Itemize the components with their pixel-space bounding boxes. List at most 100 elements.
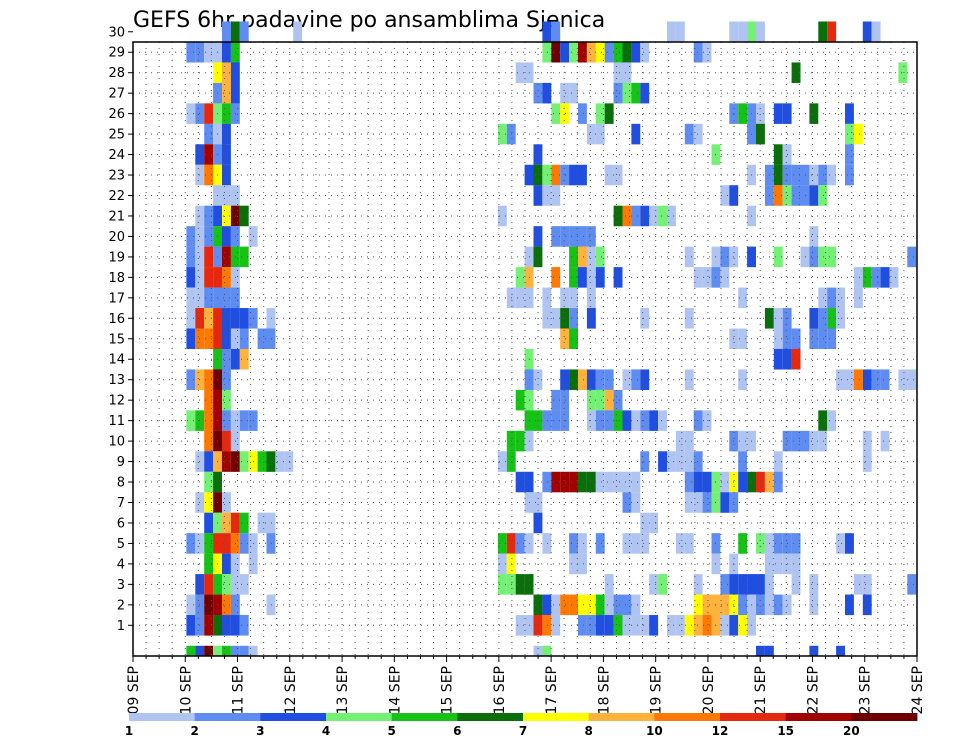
heatmap-cell — [257, 512, 267, 534]
heatmap-cell — [551, 267, 561, 288]
heatmap-cell — [204, 410, 214, 431]
heatmap-cell — [222, 430, 231, 452]
heatmap-cell — [791, 328, 801, 350]
heatmap-cell — [222, 512, 231, 534]
y-tick-label: 4 — [117, 557, 125, 572]
heatmap-cell — [533, 615, 543, 636]
heatmap-cell — [684, 492, 694, 513]
heatmap-cell — [222, 267, 231, 288]
heatmap-cell — [809, 645, 819, 657]
y-tick-label: 21 — [108, 209, 125, 224]
heatmap-cell — [738, 287, 748, 309]
heatmap-cell — [693, 594, 703, 616]
heatmap-cell — [222, 82, 231, 104]
heatmap-cell — [836, 287, 845, 309]
heatmap-cell — [204, 308, 214, 329]
heatmap-cell — [586, 308, 596, 329]
heatmap-cell — [720, 615, 730, 636]
heatmap-cell — [533, 645, 543, 657]
heatmap-cell — [239, 246, 249, 268]
heatmap-cell — [756, 123, 765, 145]
heatmap-cell — [204, 369, 214, 390]
y-tick-label: 24 — [108, 148, 125, 163]
heatmap-cell — [578, 471, 587, 493]
heatmap-cell — [204, 512, 214, 534]
heatmap-cell — [542, 471, 552, 493]
heatmap-cell — [222, 123, 231, 145]
heatmap-cell — [604, 389, 614, 411]
heatmap-cell — [569, 328, 578, 350]
heatmap-cell — [497, 533, 507, 554]
heatmap-cell — [497, 123, 507, 145]
heatmap-cell — [631, 471, 641, 493]
colorbar-label: 1 — [125, 724, 133, 738]
heatmap-cell — [266, 512, 276, 534]
x-tick-label: 18 SEP — [596, 666, 612, 714]
heatmap-cell — [560, 226, 570, 247]
heatmap-cell — [818, 328, 828, 350]
heatmap-cell — [560, 389, 570, 411]
heatmap-cell — [239, 328, 249, 350]
heatmap-cell — [239, 410, 249, 431]
heatmap-cell — [222, 533, 231, 554]
heatmap-cell — [195, 645, 205, 657]
heatmap-cell — [613, 389, 623, 411]
heatmap-cell — [533, 492, 543, 513]
heatmap-cell — [738, 594, 748, 616]
heatmap-cell — [551, 185, 561, 206]
heatmap-cell — [836, 308, 845, 329]
y-tick-label: 19 — [108, 250, 125, 265]
heatmap-cell — [204, 451, 214, 472]
heatmap-cell — [204, 41, 214, 63]
heatmap-cell — [542, 41, 552, 63]
heatmap-cell — [604, 574, 614, 595]
heatmap-cell — [186, 103, 196, 124]
heatmap-cell — [204, 144, 214, 165]
heatmap-cell — [640, 41, 650, 63]
x-tick-label: 13 SEP — [335, 666, 351, 714]
heatmap-cell — [773, 348, 783, 370]
heatmap-cell — [222, 451, 231, 472]
heatmap-cell — [551, 594, 561, 616]
y-tick-label: 9 — [117, 455, 125, 470]
heatmap-cell — [595, 369, 605, 390]
heatmap-cell — [622, 492, 632, 513]
heatmap-cell — [186, 615, 196, 636]
heatmap-cell — [684, 369, 694, 390]
heatmap-cell — [186, 369, 196, 390]
x-tick-label: 24 SEP — [910, 666, 926, 714]
heatmap-cell — [186, 328, 196, 350]
heatmap-cell — [827, 328, 837, 350]
heatmap-cell — [738, 369, 748, 390]
colorbar-label: 12 — [712, 724, 729, 738]
heatmap-cell — [693, 492, 703, 513]
heatmap-cell — [631, 492, 641, 513]
heatmap-cell — [204, 594, 214, 616]
heatmap-cell — [800, 185, 810, 206]
heatmap-cell — [551, 21, 561, 43]
heatmap-cell — [773, 185, 783, 206]
heatmap-cell — [586, 41, 596, 63]
heatmap-cell — [613, 410, 623, 431]
heatmap-cell — [515, 574, 525, 595]
heatmap-cell — [186, 533, 196, 554]
heatmap-cell — [622, 594, 632, 616]
heatmap-cell — [845, 369, 854, 390]
heatmap-cell — [773, 246, 783, 268]
heatmap-cell — [239, 533, 249, 554]
heatmap-cell — [845, 164, 854, 186]
heatmap-cell — [756, 21, 765, 43]
heatmap-cell — [631, 123, 641, 145]
heatmap-cell — [595, 103, 605, 124]
colorbar-swatch — [326, 713, 393, 721]
heatmap-cell — [631, 533, 641, 554]
heatmap-cell — [613, 267, 623, 288]
y-tick-label: 7 — [117, 496, 125, 511]
y-tick-label: 25 — [108, 128, 125, 143]
heatmap-cell — [569, 82, 578, 104]
heatmap-cell — [702, 471, 712, 493]
heatmap-cell — [720, 574, 730, 595]
heatmap-cell — [898, 62, 908, 83]
heatmap-cell — [604, 103, 614, 124]
heatmap-cell — [827, 410, 837, 431]
